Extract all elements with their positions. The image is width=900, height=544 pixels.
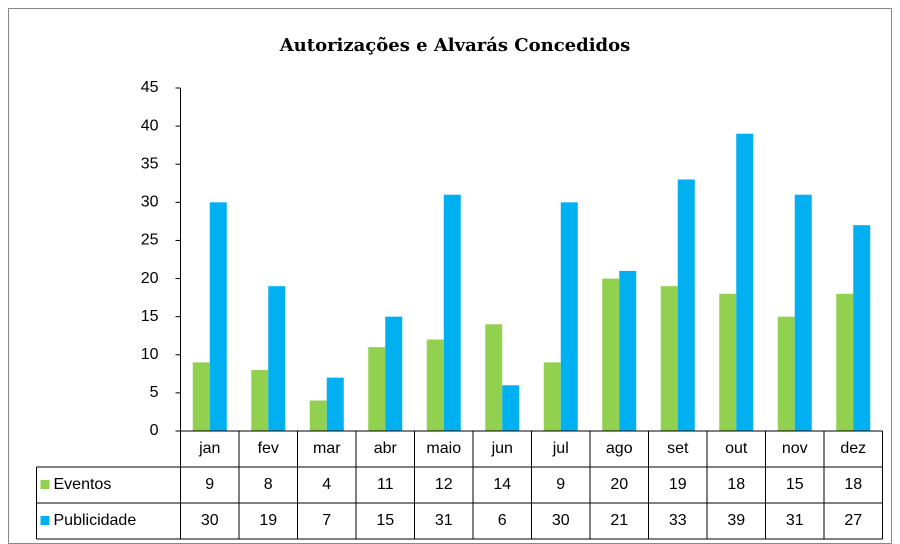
table-value: 19 xyxy=(669,476,687,493)
table-value: 6 xyxy=(498,512,507,529)
table-value: 30 xyxy=(552,512,570,529)
x-tick-label: abr xyxy=(374,440,398,457)
table-value: 30 xyxy=(201,512,219,529)
bar xyxy=(385,316,403,431)
table-value: 9 xyxy=(556,476,565,493)
table-value: 4 xyxy=(322,476,331,493)
bar xyxy=(602,278,620,431)
x-tick-label: jun xyxy=(491,440,513,457)
x-tick-label: out xyxy=(725,440,748,457)
y-tick-label: 10 xyxy=(141,346,159,363)
table-value: 19 xyxy=(259,512,277,529)
table-value: 21 xyxy=(610,512,628,529)
bar xyxy=(560,202,578,431)
table-value: 39 xyxy=(727,512,745,529)
bar xyxy=(736,133,754,431)
bar xyxy=(309,400,327,431)
bar xyxy=(777,316,795,431)
bar xyxy=(502,385,520,431)
table-value: 7 xyxy=(322,512,331,529)
y-tick-label: 0 xyxy=(150,422,159,439)
table-value: 14 xyxy=(493,476,511,493)
bar xyxy=(619,270,637,431)
bar xyxy=(192,362,210,431)
bar xyxy=(853,225,871,431)
table-value: 12 xyxy=(435,476,453,493)
x-tick-label: ago xyxy=(606,440,633,457)
y-tick-label: 45 xyxy=(141,79,159,96)
y-tick-label: 40 xyxy=(141,117,159,134)
bar xyxy=(443,194,461,431)
chart-title: Autorizações e Alvarás Concedidos xyxy=(279,35,631,56)
y-tick-label: 30 xyxy=(141,194,159,211)
table-value: 20 xyxy=(610,476,628,493)
table-value: 11 xyxy=(377,476,394,493)
table-value: 15 xyxy=(786,476,804,493)
bar xyxy=(677,179,695,431)
bar xyxy=(836,293,854,431)
x-tick-label: dez xyxy=(840,440,866,457)
bar xyxy=(426,339,444,431)
y-tick-label: 35 xyxy=(141,155,159,172)
y-tick-label: 25 xyxy=(141,232,159,249)
legend-key xyxy=(40,480,50,489)
y-tick-label: 15 xyxy=(141,308,159,325)
y-tick-label: 5 xyxy=(150,384,159,401)
table-value: 31 xyxy=(786,512,804,529)
bar xyxy=(543,362,561,431)
x-tick-label: set xyxy=(667,440,689,457)
legend-key xyxy=(40,516,50,525)
table-value: 31 xyxy=(435,512,453,529)
bar xyxy=(326,377,344,431)
bar xyxy=(368,347,386,431)
table-value: 18 xyxy=(844,476,862,493)
bar xyxy=(660,286,678,431)
bar xyxy=(209,202,227,431)
bar xyxy=(719,293,737,431)
table-value: 18 xyxy=(727,476,745,493)
x-tick-label: mar xyxy=(313,440,341,457)
x-tick-label: nov xyxy=(782,440,808,457)
table-value: 15 xyxy=(376,512,394,529)
x-tick-label: jan xyxy=(198,440,220,457)
table-value: 33 xyxy=(669,512,687,529)
table-value: 9 xyxy=(205,476,214,493)
table-value: 27 xyxy=(844,512,862,529)
bar xyxy=(794,194,812,431)
x-tick-label: maio xyxy=(426,440,461,457)
bar xyxy=(268,286,286,431)
legend-label: Eventos xyxy=(54,476,112,493)
y-tick-label: 20 xyxy=(141,270,159,287)
table-value: 8 xyxy=(264,476,273,493)
bar xyxy=(485,324,503,431)
bar xyxy=(251,370,269,431)
x-tick-label: jul xyxy=(552,440,569,457)
legend-label: Publicidade xyxy=(54,512,137,529)
x-tick-label: fev xyxy=(258,440,279,457)
